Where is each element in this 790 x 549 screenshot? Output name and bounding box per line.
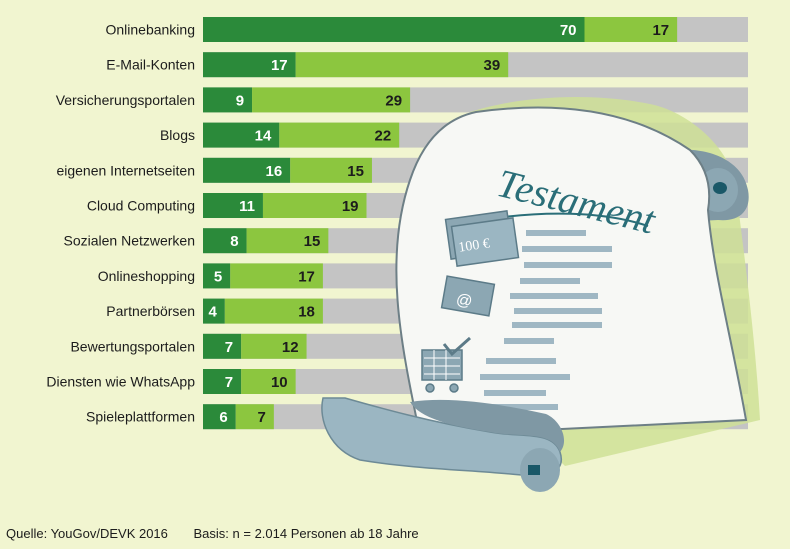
data-label-series-1: 6 bbox=[219, 409, 227, 426]
data-label-series-2: 12 bbox=[282, 339, 299, 356]
data-label-series-1: 5 bbox=[214, 268, 222, 285]
bar-series-2 bbox=[279, 122, 400, 148]
data-label-series-1: 9 bbox=[236, 92, 244, 109]
bar-series-1 bbox=[203, 333, 242, 359]
bar-series-2 bbox=[246, 228, 329, 254]
email-envelope-icon: @ bbox=[440, 275, 496, 317]
bar-series-1 bbox=[203, 369, 242, 394]
basis-note: Basis: n = 2.014 Personen ab 18 Jahre bbox=[193, 526, 419, 541]
bar-series-1 bbox=[203, 298, 225, 324]
data-label-series-2: 7 bbox=[258, 409, 266, 426]
data-label-series-1: 7 bbox=[225, 374, 233, 391]
bar-series-2 bbox=[584, 17, 678, 42]
bar-series-1 bbox=[203, 87, 253, 113]
data-label-series-2: 39 bbox=[484, 57, 501, 74]
category-label: Diensten wie WhatsApp bbox=[46, 374, 195, 390]
source-note: Quelle: YouGov/DEVK 2016 bbox=[6, 526, 168, 541]
bar-series-2 bbox=[290, 157, 372, 183]
bar-series-1 bbox=[203, 52, 296, 78]
bar-series-1 bbox=[203, 17, 585, 42]
data-label-series-2: 17 bbox=[298, 268, 315, 285]
category-label: Bewertungsportalen bbox=[70, 338, 195, 354]
data-label-series-1: 11 bbox=[239, 198, 255, 215]
svg-text:100 €: 100 € bbox=[458, 236, 491, 255]
bar-series-2 bbox=[241, 333, 307, 359]
category-label: Sozialen Netzwerken bbox=[63, 233, 195, 249]
category-label: Onlineshopping bbox=[98, 268, 195, 284]
data-label-series-2: 17 bbox=[652, 22, 669, 39]
bar-series-1 bbox=[203, 228, 247, 254]
category-label: Cloud Computing bbox=[87, 198, 195, 214]
shopping-cart-icon bbox=[421, 336, 471, 393]
category-label: Spieleplattformen bbox=[86, 409, 195, 425]
footer: Quelle: YouGov/DEVK 2016 Basis: n = 2.01… bbox=[6, 526, 419, 541]
category-label: Partnerbörsen bbox=[106, 303, 195, 319]
data-label-series-2: 29 bbox=[385, 92, 402, 109]
data-label-series-1: 14 bbox=[255, 128, 272, 145]
category-label: Onlinebanking bbox=[105, 22, 195, 38]
data-label-series-2: 22 bbox=[375, 128, 392, 145]
data-label-series-1: 17 bbox=[271, 57, 288, 74]
data-label-series-1: 70 bbox=[560, 22, 577, 39]
data-label-series-2: 10 bbox=[271, 374, 288, 391]
data-label-series-1: 8 bbox=[230, 233, 238, 250]
bar-series-2 bbox=[230, 263, 323, 289]
data-label-series-2: 15 bbox=[347, 163, 364, 180]
bar-series-2 bbox=[262, 193, 367, 218]
data-label-series-1: 16 bbox=[266, 163, 283, 180]
data-label-series-2: 15 bbox=[304, 233, 321, 250]
bar-series-2 bbox=[295, 52, 509, 78]
data-label-series-1: 7 bbox=[225, 339, 233, 356]
testament-illustration: Testament 100 € @ bbox=[321, 97, 760, 492]
data-label-series-1: 4 bbox=[208, 304, 217, 321]
bar-series-2 bbox=[252, 87, 411, 113]
category-label: Versicherungsportalen bbox=[56, 92, 195, 108]
svg-text:@: @ bbox=[455, 291, 474, 311]
category-label: eigenen Internetseiten bbox=[56, 162, 195, 178]
bar-series-1 bbox=[203, 193, 263, 218]
data-label-series-2: 19 bbox=[342, 198, 359, 215]
bar-series-2 bbox=[224, 298, 323, 324]
banknote-icon: 100 € bbox=[444, 210, 520, 267]
bar-series-1 bbox=[203, 263, 231, 289]
bar-series-1 bbox=[203, 122, 280, 148]
bar-series-1 bbox=[203, 404, 236, 430]
category-label: E-Mail-Konten bbox=[106, 57, 195, 73]
bar-series-1 bbox=[203, 157, 291, 183]
bar-series-2 bbox=[241, 369, 296, 394]
category-label: Blogs bbox=[160, 127, 195, 143]
data-label-series-2: 18 bbox=[298, 304, 315, 321]
bar-series-2 bbox=[235, 404, 274, 430]
